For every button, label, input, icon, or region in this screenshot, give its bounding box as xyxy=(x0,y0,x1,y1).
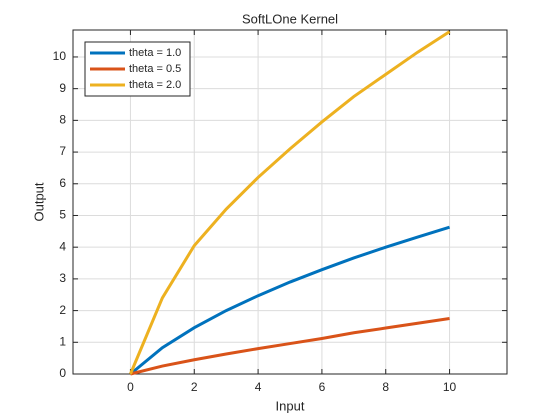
x-tick-label: 4 xyxy=(255,380,262,394)
y-tick-label: 7 xyxy=(59,144,66,158)
y-tick-label: 9 xyxy=(59,81,66,95)
legend-label: theta = 1.0 xyxy=(129,47,181,59)
y-tick-label: 0 xyxy=(59,366,66,380)
y-tick-label: 5 xyxy=(59,208,66,222)
legend-label: theta = 0.5 xyxy=(129,63,181,75)
y-tick-label: 1 xyxy=(59,334,66,348)
y-tick-label: 6 xyxy=(59,176,66,190)
y-tick-label: 10 xyxy=(53,49,67,63)
y-tick-label: 4 xyxy=(59,239,66,253)
y-tick-label: 3 xyxy=(59,271,66,285)
legend-label: theta = 2.0 xyxy=(129,79,181,91)
plot-frame xyxy=(72,29,508,375)
x-tick-label: 10 xyxy=(443,380,457,394)
x-tick-label: 6 xyxy=(319,380,326,394)
x-tick-label: 8 xyxy=(382,380,389,394)
y-axis-label: Output xyxy=(31,182,46,221)
x-tick-label: 0 xyxy=(127,380,134,394)
legend: theta = 1.0 theta = 0.5 theta = 2.0 xyxy=(84,41,191,97)
y-tick-label: 8 xyxy=(59,113,66,127)
y-tick-label: 2 xyxy=(59,303,66,317)
series-line xyxy=(129,225,451,376)
series-line xyxy=(130,317,450,376)
series-line xyxy=(129,30,451,375)
x-tick-label: 2 xyxy=(191,380,198,394)
x-axis-label: Input xyxy=(276,398,305,413)
chart-title: SoftLOne Kernel xyxy=(242,11,338,26)
